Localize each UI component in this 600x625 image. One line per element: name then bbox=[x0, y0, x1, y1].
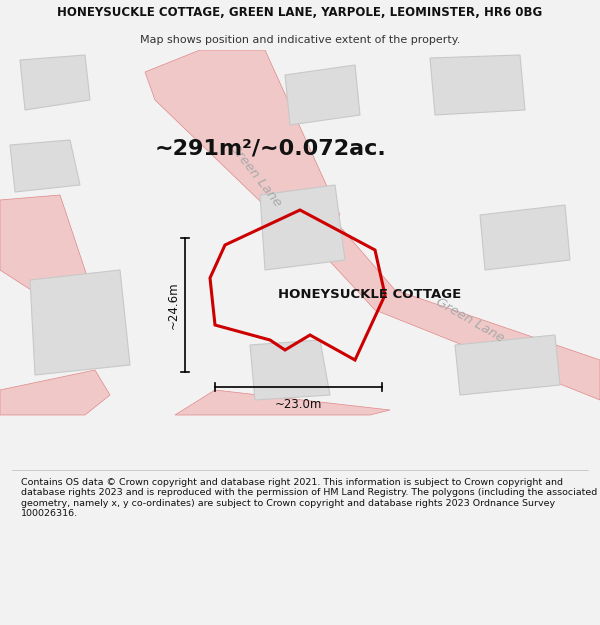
Polygon shape bbox=[0, 195, 95, 315]
Text: ~24.6m: ~24.6m bbox=[167, 281, 179, 329]
Polygon shape bbox=[310, 215, 600, 400]
Text: ~291m²/~0.072ac.: ~291m²/~0.072ac. bbox=[155, 138, 387, 158]
Polygon shape bbox=[455, 335, 560, 395]
Text: Map shows position and indicative extent of the property.: Map shows position and indicative extent… bbox=[140, 35, 460, 45]
Polygon shape bbox=[10, 140, 80, 192]
Polygon shape bbox=[480, 205, 570, 270]
Text: Green Lane: Green Lane bbox=[434, 295, 506, 345]
Polygon shape bbox=[30, 270, 130, 375]
Polygon shape bbox=[20, 55, 90, 110]
Polygon shape bbox=[145, 50, 340, 230]
Text: HONEYSUCKLE COTTAGE, GREEN LANE, YARPOLE, LEOMINSTER, HR6 0BG: HONEYSUCKLE COTTAGE, GREEN LANE, YARPOLE… bbox=[58, 6, 542, 19]
Text: Green Lane: Green Lane bbox=[226, 141, 284, 209]
Text: ~23.0m: ~23.0m bbox=[275, 399, 322, 411]
Text: Contains OS data © Crown copyright and database right 2021. This information is : Contains OS data © Crown copyright and d… bbox=[21, 478, 597, 518]
Polygon shape bbox=[250, 340, 330, 400]
Polygon shape bbox=[260, 185, 345, 270]
Text: HONEYSUCKLE COTTAGE: HONEYSUCKLE COTTAGE bbox=[278, 289, 461, 301]
Polygon shape bbox=[285, 65, 360, 125]
Polygon shape bbox=[430, 55, 525, 115]
Polygon shape bbox=[0, 370, 110, 415]
Polygon shape bbox=[175, 390, 390, 415]
